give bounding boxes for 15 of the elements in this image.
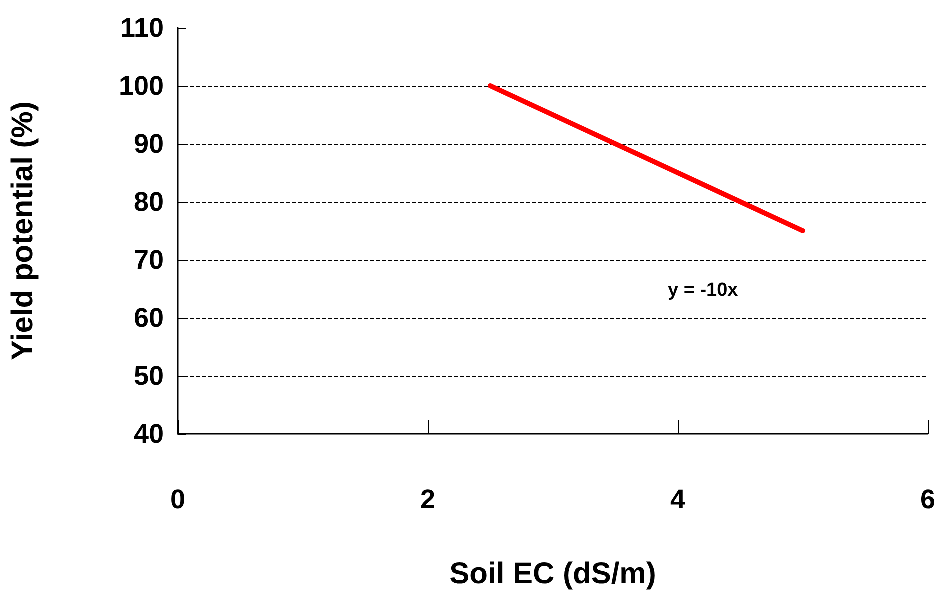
- y-tick-label: 60: [134, 303, 164, 333]
- y-tick-label: 70: [134, 245, 164, 275]
- x-tick-label: 6: [920, 484, 936, 514]
- x-tick-label: 2: [420, 484, 436, 514]
- y-tick-label: 90: [134, 129, 164, 159]
- x-tick-label: 0: [170, 484, 186, 514]
- y-tick-label: 110: [120, 13, 164, 43]
- y-tick-label: 50: [134, 361, 164, 391]
- y-tick-label: 100: [118, 71, 164, 101]
- y-tick-label: 40: [134, 419, 164, 449]
- x-axis-title: Soil EC (dS/m): [450, 558, 656, 590]
- y-axis-title: Yield potential (%): [6, 102, 40, 360]
- y-tick-label: 80: [134, 187, 164, 217]
- x-tick-label: 4: [670, 484, 686, 514]
- annotation: y = -10x: [668, 280, 739, 301]
